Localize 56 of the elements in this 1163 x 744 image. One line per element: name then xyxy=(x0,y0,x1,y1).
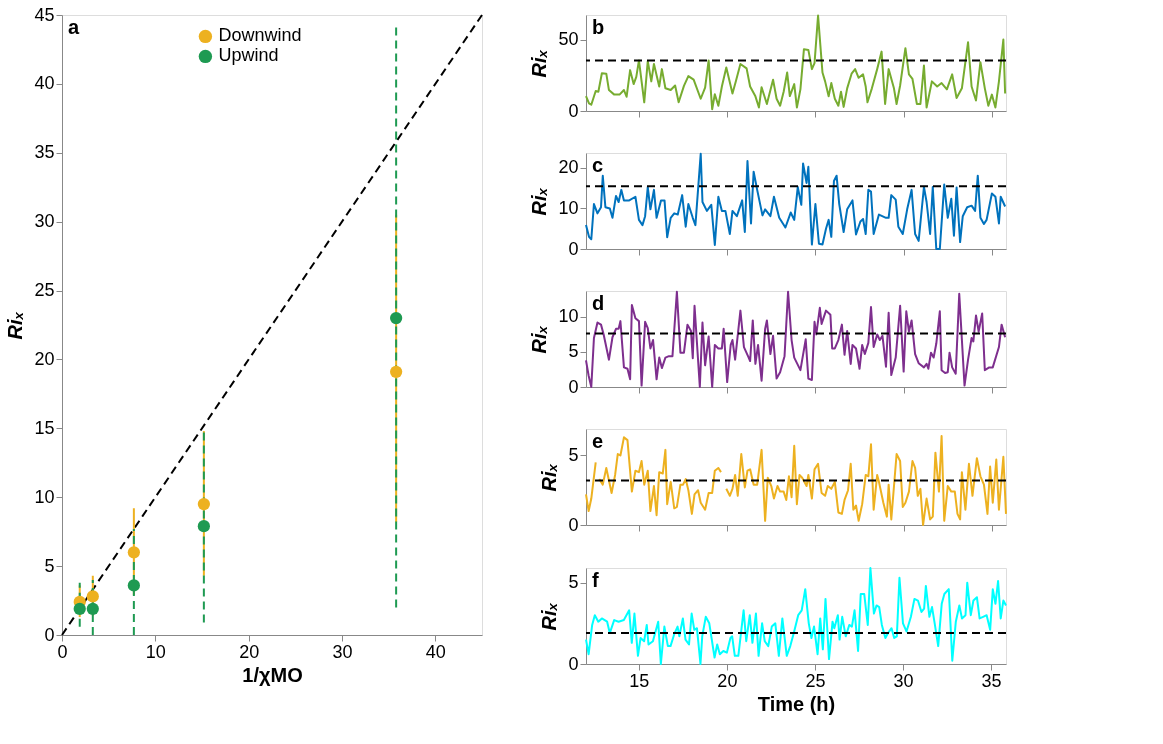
x-tick-label: 35 xyxy=(981,670,1002,691)
point xyxy=(127,546,140,559)
point xyxy=(86,602,99,615)
y-tick-label: 40 xyxy=(34,73,55,94)
point xyxy=(390,365,403,378)
x-tick-label: 20 xyxy=(239,641,260,662)
point xyxy=(73,602,86,615)
x-tick-label: 15 xyxy=(629,670,650,691)
y-axis-title: Riₓ xyxy=(528,187,551,216)
legend-label: Upwind xyxy=(218,45,279,66)
y-tick-label: 25 xyxy=(34,280,55,301)
x-tick-label: 30 xyxy=(332,641,353,662)
annotation: f xyxy=(592,569,599,591)
annotation: d xyxy=(592,292,605,314)
x-tick-label: 25 xyxy=(805,670,826,691)
point xyxy=(197,520,210,533)
y-tick-label: 0 xyxy=(568,100,579,121)
y-tick-label: 45 xyxy=(34,4,55,25)
annotation: c xyxy=(592,154,604,176)
y-axis-title: Riₓ xyxy=(538,602,561,631)
y-tick-label: 5 xyxy=(568,444,579,465)
y-tick-label: 5 xyxy=(568,341,579,362)
y-axis-title: Riₓ xyxy=(528,325,551,354)
x-tick-label: 20 xyxy=(717,670,738,691)
legend-label: Downwind xyxy=(218,25,302,46)
y-axis-title: Riₓ xyxy=(4,311,27,340)
x-axis-title: Time (h) xyxy=(757,692,836,715)
y-tick-label: 0 xyxy=(568,238,579,259)
y-tick-label: 0 xyxy=(568,376,579,397)
y-tick-label: 5 xyxy=(44,555,55,576)
y-tick-label: 20 xyxy=(34,348,55,369)
point xyxy=(197,498,210,511)
y-tick-label: 50 xyxy=(558,29,579,50)
y-tick-label: 10 xyxy=(558,197,579,218)
y-tick-label: 15 xyxy=(34,417,55,438)
annotation: e xyxy=(592,430,604,452)
y-tick-label: 30 xyxy=(34,211,55,232)
y-tick-label: 10 xyxy=(558,306,579,327)
x-tick-label: 30 xyxy=(893,670,914,691)
point xyxy=(86,590,99,603)
y-axis-title: Riₓ xyxy=(528,49,551,78)
y-tick-label: 0 xyxy=(568,514,579,535)
annotation: a xyxy=(68,16,80,38)
x-tick-label: 40 xyxy=(425,641,446,662)
x-tick-label: 0 xyxy=(57,641,68,662)
y-axis-title: Riₓ xyxy=(538,463,561,492)
y-tick-label: 0 xyxy=(44,624,55,645)
x-axis-title: 1/χMO xyxy=(242,663,303,686)
point xyxy=(390,312,403,325)
y-tick-label: 35 xyxy=(34,142,55,163)
y-tick-label: 10 xyxy=(34,486,55,507)
y-tick-label: 5 xyxy=(568,572,579,593)
x-tick-label: 10 xyxy=(145,641,166,662)
y-tick-label: 20 xyxy=(558,157,579,178)
point xyxy=(127,579,140,592)
annotation: b xyxy=(592,16,605,38)
